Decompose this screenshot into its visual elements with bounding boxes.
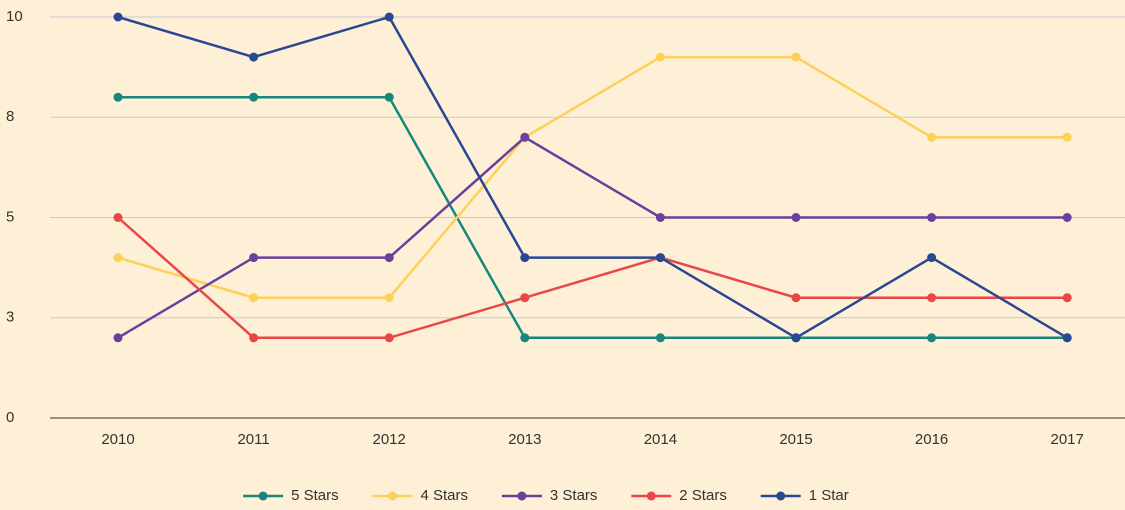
data-point <box>655 213 665 222</box>
data-point <box>384 253 394 263</box>
legend-marker <box>776 491 786 501</box>
y-tick-label: 8 <box>6 108 14 125</box>
data-point <box>384 12 394 22</box>
x-tick-label: 2013 <box>508 431 541 448</box>
series-line <box>117 216 1068 340</box>
x-tick-label: 2011 <box>237 431 269 448</box>
y-tick-label: 3 <box>6 309 14 326</box>
x-tick-label: 2016 <box>915 431 948 448</box>
legend-marker <box>258 491 268 501</box>
series-line <box>117 135 1068 339</box>
y-tick-label: 5 <box>6 208 14 225</box>
y-tick-label: 0 <box>6 409 14 426</box>
data-point <box>113 12 123 22</box>
data-point <box>927 132 937 142</box>
data-point <box>1062 293 1072 303</box>
data-point <box>520 132 530 142</box>
legend-marker <box>517 491 527 501</box>
legend-label: 2 Stars <box>679 487 727 504</box>
data-point <box>791 293 801 303</box>
data-point <box>791 213 801 222</box>
data-point <box>791 333 801 343</box>
legend-label: 5 Stars <box>291 487 339 504</box>
x-tick-label: 2017 <box>1051 431 1084 448</box>
data-point <box>655 333 665 343</box>
data-point <box>249 92 259 102</box>
data-point <box>113 253 123 263</box>
legend-marker <box>388 491 397 501</box>
series-line <box>118 95 1068 340</box>
data-point <box>1062 333 1072 343</box>
data-point <box>1062 132 1072 142</box>
data-point <box>655 253 665 263</box>
data-point <box>1062 213 1072 222</box>
y-tick-label: 10 <box>6 8 23 25</box>
data-point <box>927 333 937 343</box>
data-point <box>520 253 530 263</box>
data-point <box>791 52 801 62</box>
data-point <box>520 293 530 303</box>
data-point <box>520 333 530 343</box>
legend-label: 1 Star <box>809 487 849 504</box>
data-point <box>249 333 259 343</box>
data-point <box>249 293 259 303</box>
legend-label: 3 Stars <box>550 487 598 504</box>
legend-marker <box>646 491 656 501</box>
data-point <box>927 293 937 303</box>
data-point <box>384 333 394 343</box>
x-tick-label: 2012 <box>373 431 406 448</box>
x-tick-label: 2014 <box>644 431 677 448</box>
data-point <box>113 213 123 222</box>
data-point <box>384 293 394 303</box>
x-tick-label: 2015 <box>779 431 812 448</box>
data-point <box>655 52 665 62</box>
x-tick-label: 2010 <box>101 431 134 448</box>
series-line <box>117 55 1068 299</box>
legend-label: 4 Stars <box>421 487 469 504</box>
data-point <box>249 52 259 62</box>
data-point <box>113 333 123 343</box>
series-line <box>117 15 1068 340</box>
data-point <box>927 213 937 222</box>
data-point <box>249 253 259 263</box>
data-point <box>113 92 123 102</box>
data-point <box>384 92 394 102</box>
data-point <box>927 253 937 263</box>
